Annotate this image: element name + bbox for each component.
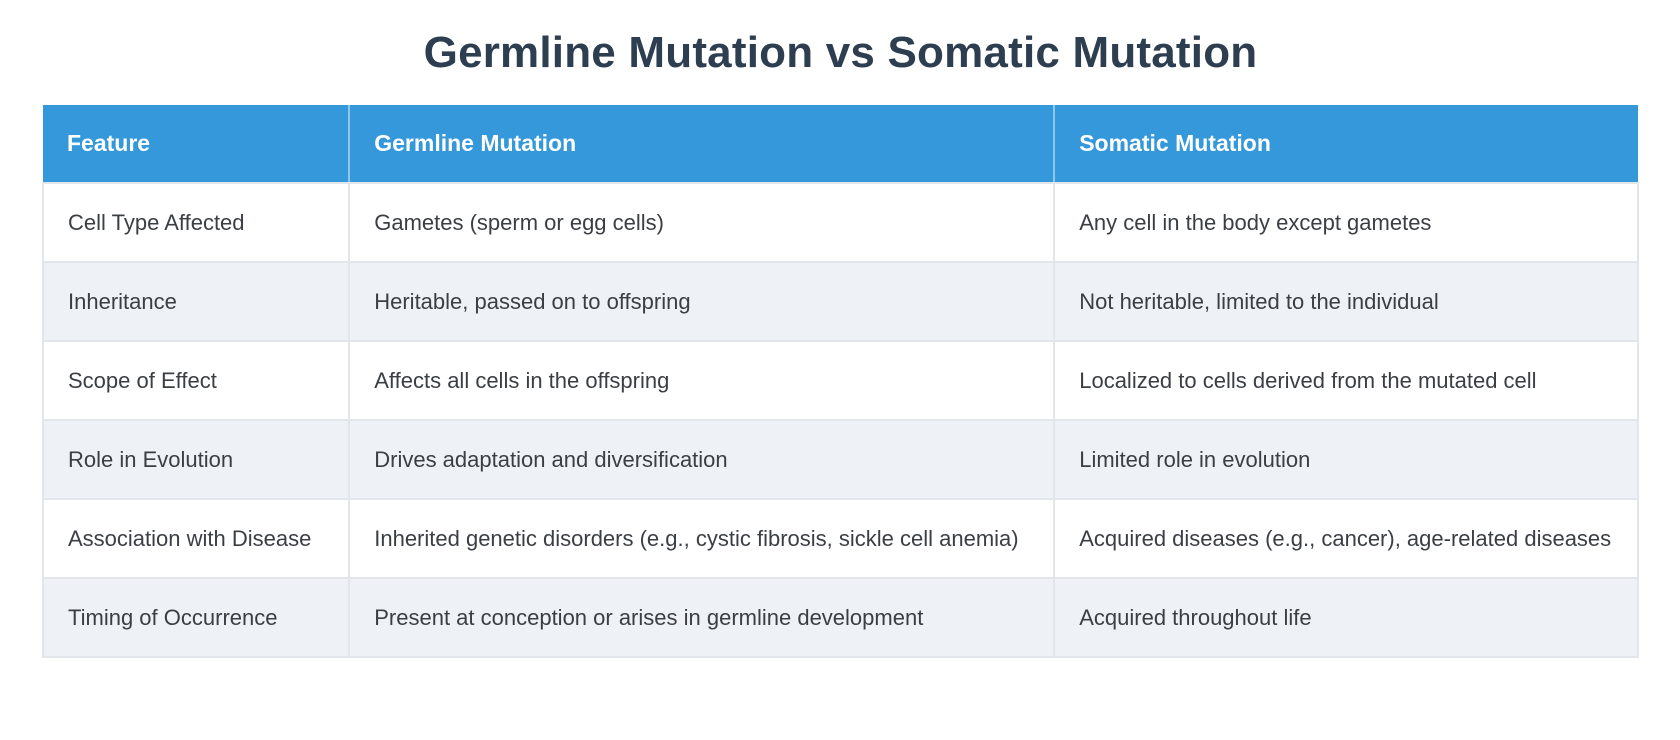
table-row: Scope of Effect Affects all cells in the… <box>41 339 1639 421</box>
column-header-germline-mutation: Germline Mutation <box>349 104 1056 184</box>
feature-cell: Role in Evolution <box>41 418 351 500</box>
somatic-cell: Any cell in the body except gametes <box>1053 181 1639 263</box>
feature-cell: Timing of Occurrence <box>41 576 351 658</box>
table-row: Timing of Occurrence Present at concepti… <box>41 576 1639 658</box>
column-header-feature: Feature <box>43 104 351 184</box>
germline-cell: Affects all cells in the offspring <box>348 339 1056 421</box>
table-row: Role in Evolution Drives adaptation and … <box>41 418 1639 500</box>
feature-cell: Scope of Effect <box>41 339 351 421</box>
somatic-cell: Not heritable, limited to the individual <box>1053 260 1639 342</box>
page-title: Germline Mutation vs Somatic Mutation <box>423 28 1258 77</box>
somatic-cell: Limited role in evolution <box>1053 418 1639 500</box>
feature-cell: Inheritance <box>41 260 351 342</box>
germline-cell: Heritable, passed on to offspring <box>348 260 1056 342</box>
germline-cell: Drives adaptation and diversification <box>348 418 1056 500</box>
feature-cell: Cell Type Affected <box>41 181 351 263</box>
somatic-cell: Acquired throughout life <box>1053 576 1639 658</box>
column-header-somatic-mutation: Somatic Mutation <box>1054 104 1638 184</box>
table-row: Association with Disease Inherited genet… <box>41 497 1639 579</box>
table-header-row: Feature Germline Mutation Somatic Mutati… <box>43 104 1638 184</box>
comparison-table: Feature Germline Mutation Somatic Mutati… <box>41 104 1639 658</box>
table-row: Cell Type Affected Gametes (sperm or egg… <box>41 181 1639 263</box>
feature-cell: Association with Disease <box>41 497 351 579</box>
somatic-cell: Localized to cells derived from the muta… <box>1053 339 1639 421</box>
germline-cell: Gametes (sperm or egg cells) <box>348 181 1056 263</box>
table-row: Inheritance Heritable, passed on to offs… <box>41 260 1639 342</box>
germline-cell: Inherited genetic disorders (e.g., cysti… <box>348 497 1056 579</box>
somatic-cell: Acquired diseases (e.g., cancer), age-re… <box>1053 497 1639 579</box>
germline-cell: Present at conception or arises in germl… <box>348 576 1056 658</box>
